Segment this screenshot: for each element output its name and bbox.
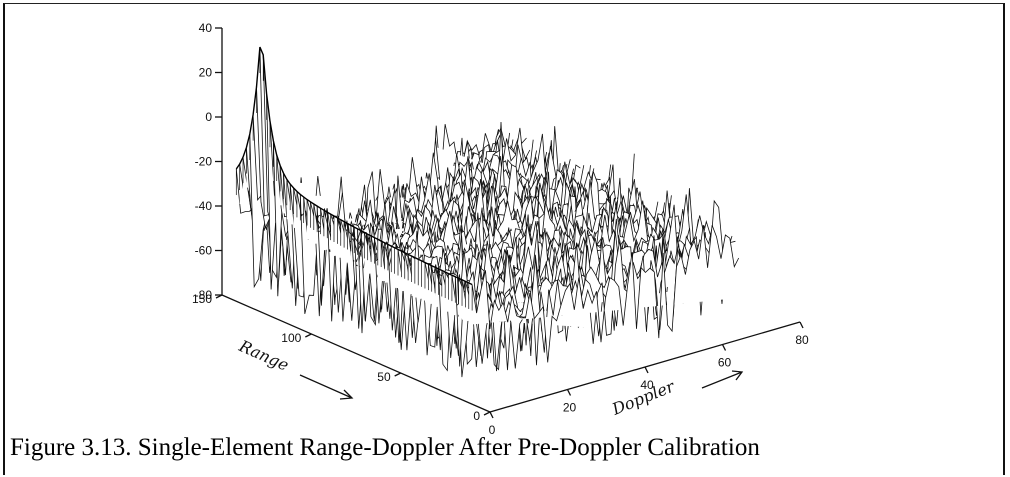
doppler-tick-mark [721,344,727,351]
z-tick-label: 0 [205,110,212,124]
figure-caption: Figure 3.13. Single-Element Range-Dopple… [10,434,760,461]
range-tick-mark [215,294,223,299]
doppler-tick-label: 60 [718,356,732,370]
range-tick-label: 50 [377,370,391,384]
z-tick-label: -20 [195,155,213,169]
surface-occluder [310,146,577,317]
doppler-tick-label: 80 [795,333,809,347]
z-tick-label: -80 [195,288,213,302]
doppler-arrow [701,370,744,389]
range-tick-label: 0 [473,409,480,423]
range-arrow [299,374,354,400]
clutter-ridge [235,46,473,286]
range-tick-mark [394,372,401,377]
surface-range-line [471,225,740,363]
range-axis-line [221,294,491,413]
z-tick-label: -40 [195,199,213,213]
doppler-tick-label: 40 [640,378,654,392]
surface-occluder [404,195,672,351]
z-tick-label: 40 [199,21,213,35]
doppler-tick-mark [644,366,649,374]
doppler-tick-mark [566,389,572,396]
surface-occluder [374,187,641,324]
axis-labels: Range Doppler [235,336,744,419]
range-tick-mark [305,333,312,338]
surface-mesh [235,46,740,378]
doppler-tick-label: 20 [563,401,577,415]
doppler-tick-mark [489,411,494,419]
range-tick-label: 150 [192,292,212,306]
doppler-tick-label: 0 [489,423,496,437]
surface-occluder [468,239,736,364]
figure-frame [3,3,1005,475]
range-tick-mark [483,411,491,416]
range-tick-label: 100 [281,331,301,345]
doppler-tick-mark [799,321,804,329]
z-tick-label: -60 [195,244,213,258]
z-tick-label: 20 [199,66,213,80]
surface-occluder [334,164,601,322]
surface-occluder [317,165,584,311]
surface-occluder [330,172,598,270]
